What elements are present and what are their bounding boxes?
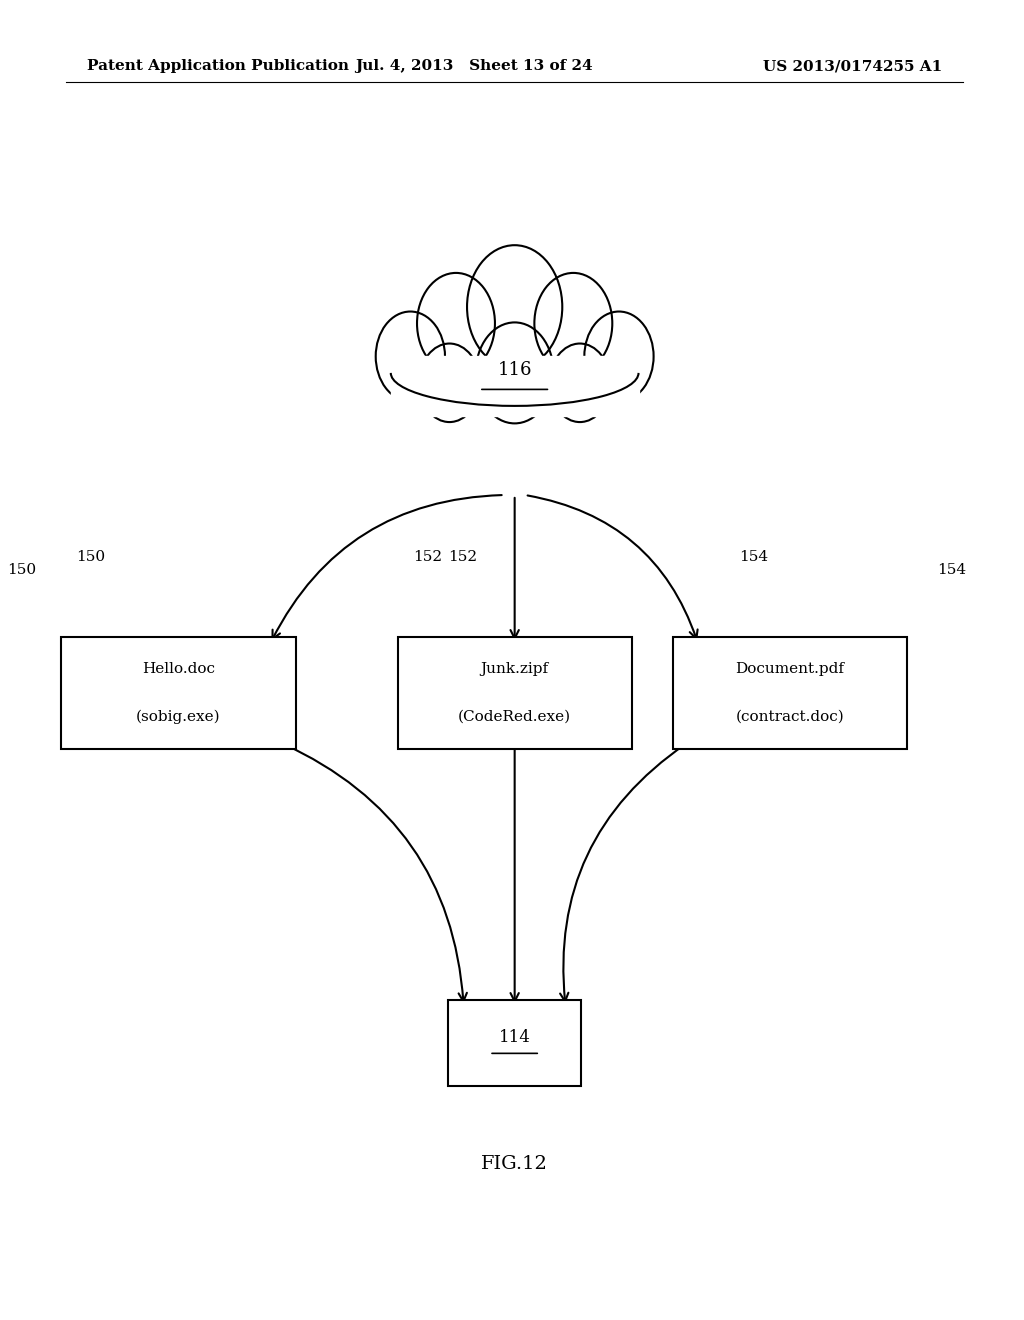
Circle shape — [476, 322, 554, 424]
FancyBboxPatch shape — [449, 1001, 581, 1085]
FancyBboxPatch shape — [673, 638, 907, 750]
Text: (CodeRed.exe): (CodeRed.exe) — [458, 710, 571, 723]
Text: 154: 154 — [937, 564, 967, 578]
FancyBboxPatch shape — [61, 638, 296, 750]
Text: Jul. 4, 2013   Sheet 13 of 24: Jul. 4, 2013 Sheet 13 of 24 — [355, 59, 593, 74]
Circle shape — [417, 273, 495, 374]
Text: US 2013/0174255 A1: US 2013/0174255 A1 — [763, 59, 942, 74]
Circle shape — [467, 246, 562, 368]
Text: Junk.zipf: Junk.zipf — [480, 663, 549, 676]
Circle shape — [585, 312, 653, 401]
Circle shape — [550, 343, 610, 422]
Text: 114: 114 — [499, 1030, 530, 1045]
FancyBboxPatch shape — [391, 356, 639, 416]
Text: (contract.doc): (contract.doc) — [735, 710, 844, 723]
FancyBboxPatch shape — [397, 638, 632, 750]
Circle shape — [535, 273, 612, 374]
Text: (sobig.exe): (sobig.exe) — [136, 710, 221, 723]
Text: 152: 152 — [449, 550, 477, 565]
Circle shape — [376, 312, 445, 401]
Text: Document.pdf: Document.pdf — [735, 663, 844, 676]
Text: 116: 116 — [498, 360, 531, 379]
Text: 152: 152 — [413, 550, 442, 565]
Text: Patent Application Publication: Patent Application Publication — [87, 59, 349, 74]
Circle shape — [419, 343, 480, 422]
Text: 150: 150 — [77, 550, 105, 565]
Text: Hello.doc: Hello.doc — [142, 663, 215, 676]
Text: 150: 150 — [7, 564, 36, 578]
Text: 154: 154 — [738, 550, 768, 565]
Text: FIG.12: FIG.12 — [481, 1155, 548, 1173]
